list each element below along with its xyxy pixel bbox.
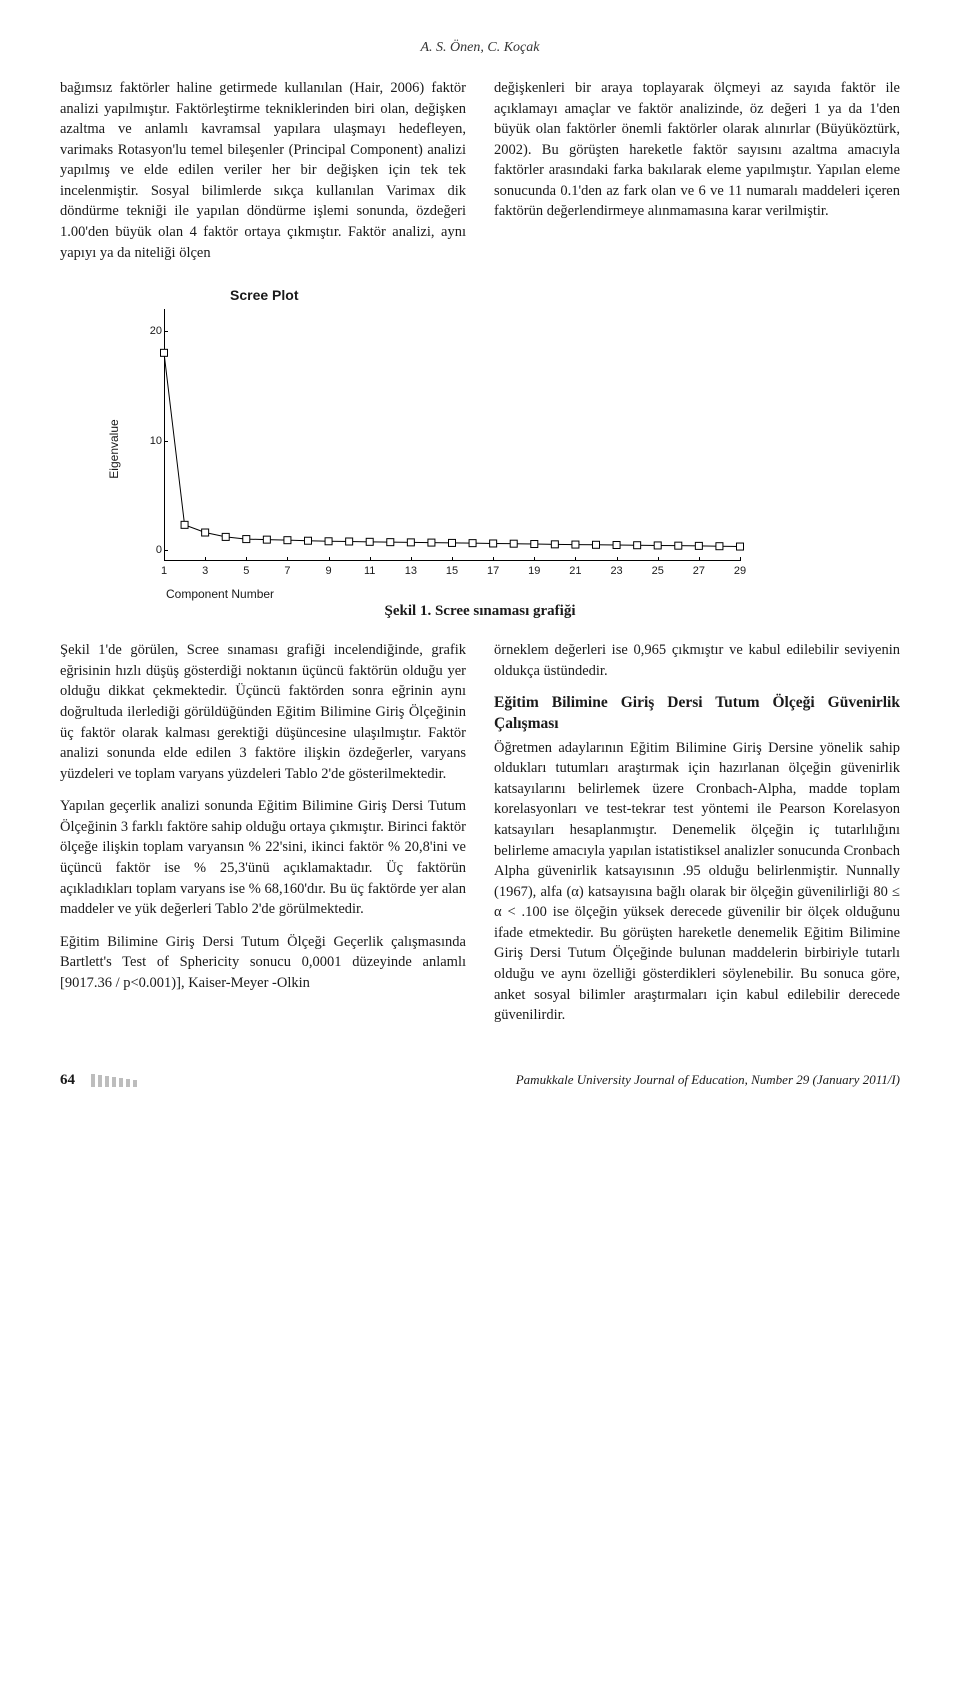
author-header: A. S. Önen, C. Koçak <box>60 40 900 56</box>
body-left-p1: Şekil 1'de görülen, Scree sınaması grafi… <box>60 640 466 784</box>
journal-info: Pamukkale University Journal of Educatio… <box>516 1072 900 1088</box>
page-number: 64 <box>60 1072 75 1089</box>
intro-columns: bağımsız faktörler haline getirmede kull… <box>60 78 900 263</box>
body-left: Şekil 1'de görülen, Scree sınaması grafi… <box>60 640 466 1038</box>
body-right: örneklem değerleri ise 0,965 çıkmıştır v… <box>494 640 900 1038</box>
chart-ylabel: Eigenvalue <box>107 420 121 479</box>
intro-right: değişkenleri bir araya toplayarak ölçmey… <box>494 78 900 263</box>
footer-decoration-icon <box>91 1074 137 1087</box>
body-right-heading: Eğitim Bilimine Giriş Dersi Tutum Ölçeği… <box>494 693 900 733</box>
scree-chart: Scree Plot Eigenvalue Component Number 0… <box>120 287 900 589</box>
figure-caption: Şekil 1. Scree sınaması grafiği <box>60 603 900 620</box>
intro-left: bağımsız faktörler haline getirmede kull… <box>60 78 466 263</box>
chart-xlabel: Component Number <box>166 587 274 601</box>
body-right-p1: örneklem değerleri ise 0,965 çıkmıştır v… <box>494 640 900 681</box>
body-columns: Şekil 1'de görülen, Scree sınaması grafi… <box>60 640 900 1038</box>
body-left-p2: Yapılan geçerlik analizi sonunda Eğitim … <box>60 796 466 919</box>
body-right-p2: Öğretmen adaylarının Eğitim Bilimine Gir… <box>494 738 900 1026</box>
page-footer: 64 Pamukkale University Journal of Educa… <box>60 1072 900 1089</box>
body-left-p3: Eğitim Bilimine Giriş Dersi Tutum Ölçeği… <box>60 932 466 994</box>
chart-title: Scree Plot <box>230 287 900 303</box>
